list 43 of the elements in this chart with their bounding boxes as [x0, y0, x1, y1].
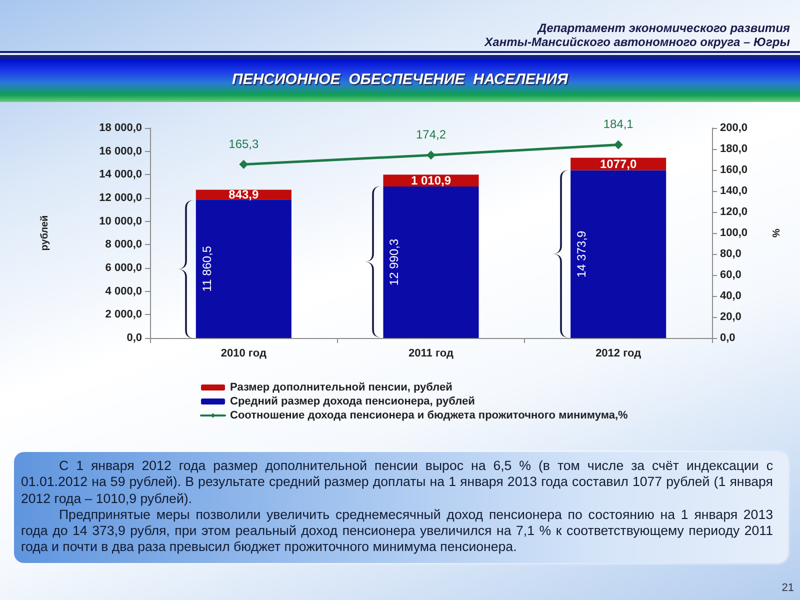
legend-label: Соотношение дохода пенсионера и бюджета прожиточного минимума,%: [230, 410, 628, 422]
legend-label: Средний размер дохода пенсионера, рублей: [230, 396, 475, 408]
x-tick-label: 2011 год: [408, 348, 454, 360]
data-label: 843,9: [228, 188, 260, 202]
y-tick-label: 4 000,0: [105, 285, 142, 298]
y-axis-title: рублей: [40, 215, 50, 251]
legend-label: Размер дополнительной пенсии, рублей: [230, 382, 452, 394]
y2-tick-label: 60,0: [720, 269, 742, 281]
y2-tick-label: 20,0: [720, 311, 742, 323]
y2-tick-label: 160,0: [720, 164, 748, 176]
y-tick-label: 18 000,0: [99, 122, 142, 134]
y-tick-label: 16 000,0: [99, 145, 142, 158]
y-tick-label: 8 000,0: [105, 238, 142, 251]
data-label: 12 990,3: [387, 238, 402, 286]
chart-title: ПЕНСИОННОЕ ОБЕСПЕЧЕНИЕ НАСЕЛЕНИЯ: [231, 71, 570, 89]
x-tick-label: 2012 год: [596, 348, 642, 360]
y2-axis-title: %: [772, 228, 782, 238]
y2-tick-label: 140,0: [720, 185, 748, 197]
data-label: 174,2: [416, 128, 446, 142]
data-label: 11 860,5: [200, 246, 214, 292]
y-tick-label: 10 000,0: [99, 215, 142, 228]
x-tick-label: 2010 год: [220, 348, 266, 360]
data-label: 184,1: [603, 117, 634, 132]
y2-tick-label: 40,0: [720, 290, 742, 302]
y2-tick-label: 100,0: [720, 227, 748, 239]
data-label: 1077,0: [600, 157, 638, 172]
y2-tick-label: 120,0: [720, 206, 748, 218]
chart-subtitle: Департамент экономического развития Ханты-Мансийского автономного округа – Югры: [484, 21, 790, 49]
y-tick-label: 0,0: [126, 332, 142, 344]
text: 21: [782, 582, 794, 594]
text: С 1 января 2012 года размер дополнительной пенсии вырос на 6,5 % (в том числе за счёт индексации с 01.01.2012 на 59 рублей). В результате средний размер доплаты на 1 января 2013 года составил 1077 рублей (1 января 2012 года – 1010,9 рублей).: [21, 458, 773, 507]
data-label: 1 010,9: [410, 174, 452, 188]
y2-tick-label: 200,0: [720, 122, 748, 134]
data-label: 14 373,9: [574, 230, 589, 278]
y-tick-label: 6 000,0: [105, 262, 142, 274]
y2-tick-label: 0,0: [720, 332, 736, 344]
text: Предпринятые меры позволили увеличить среднемесячный доход пенсионера по состоянию на 1 января 2013 года до 14 373,9 рубля, при этом реальный доход пенсионера увеличился на 7,1 % к соответствующему периоду 2011 года и почти в два раза превысил бюджет прожиточного минимума пенсионера.: [21, 506, 773, 556]
y2-tick-label: 80,0: [720, 248, 742, 260]
y2-tick-label: 180,0: [720, 143, 748, 155]
data-label: 165,3: [228, 136, 260, 151]
y-tick-label: 12 000,0: [99, 192, 142, 204]
y-tick-label: 2 000,0: [105, 308, 142, 321]
y-tick-label: 14 000,0: [99, 168, 142, 181]
